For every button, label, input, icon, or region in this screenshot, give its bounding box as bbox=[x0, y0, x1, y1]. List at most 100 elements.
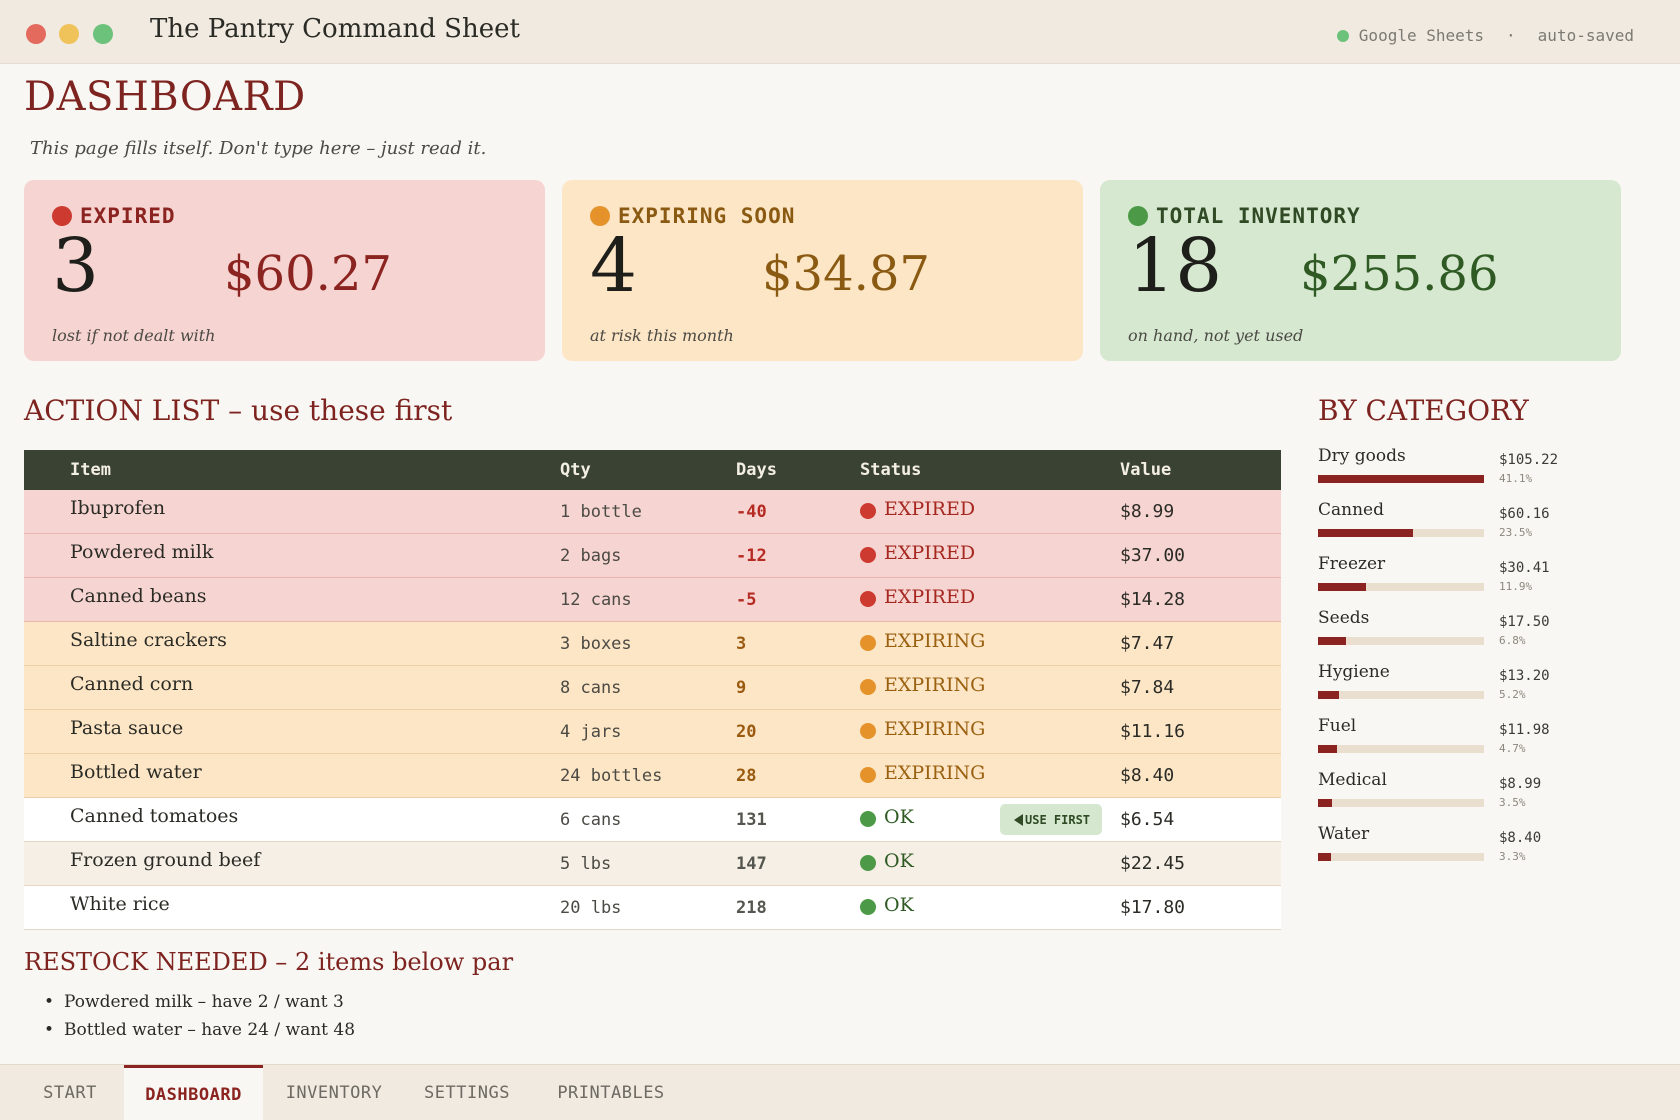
row-item[interactable]: White rice bbox=[70, 893, 170, 915]
header-status[interactable]: Status bbox=[860, 460, 922, 480]
header-item[interactable]: Item bbox=[70, 460, 111, 480]
table-row[interactable]: Canned tomatoes 6 cans 131 OK USE FIRST $6.54 bbox=[24, 798, 1281, 842]
table-row[interactable]: Canned beans 12 cans -5 EXPIRED $14.28 bbox=[24, 578, 1281, 622]
row-qty[interactable]: 4 jars bbox=[560, 722, 622, 742]
table-row[interactable]: Ibuprofen 1 bottle -40 EXPIRED $8.99 bbox=[24, 490, 1281, 534]
category-item: Medical $8.99 3.5% bbox=[1318, 770, 1618, 824]
category-name: Hygiene bbox=[1318, 662, 1390, 682]
row-status[interactable]: EXPIRED bbox=[860, 586, 975, 608]
close-window-button[interactable] bbox=[26, 24, 46, 44]
table-row[interactable]: Bottled water 24 bottles 28 EXPIRING $8.40 bbox=[24, 754, 1281, 798]
row-value[interactable]: $6.54 bbox=[1120, 809, 1175, 830]
category-percent: 23.5% bbox=[1499, 526, 1533, 539]
row-item[interactable]: Pasta sauce bbox=[70, 717, 184, 739]
row-qty[interactable]: 2 bags bbox=[560, 546, 622, 566]
row-qty[interactable]: 20 lbs bbox=[560, 898, 622, 918]
row-status[interactable]: EXPIRING bbox=[860, 762, 985, 784]
category-item: Hygiene $13.20 5.2% bbox=[1318, 662, 1618, 716]
window-title: The Pantry Command Sheet bbox=[150, 14, 520, 44]
category-name: Water bbox=[1318, 824, 1370, 844]
row-days[interactable]: -12 bbox=[736, 546, 767, 566]
row-qty[interactable]: 1 bottle bbox=[560, 502, 642, 522]
row-status-text: EXPIRED bbox=[884, 498, 976, 520]
category-bar bbox=[1318, 745, 1484, 753]
row-item[interactable]: Canned corn bbox=[70, 673, 194, 695]
table-row[interactable]: Canned corn 8 cans 9 EXPIRING $7.84 bbox=[24, 666, 1281, 710]
row-qty[interactable]: 6 cans bbox=[560, 810, 622, 830]
category-value: $8.99 bbox=[1499, 776, 1542, 792]
use-first-badge: USE FIRST bbox=[1000, 804, 1103, 835]
category-value: $17.50 bbox=[1499, 614, 1550, 630]
row-value[interactable]: $22.45 bbox=[1120, 853, 1186, 874]
expired-value: $60.27 bbox=[224, 246, 392, 302]
total-inventory-summary-card: TOTAL INVENTORY 18 $255.86 on hand, not … bbox=[1100, 180, 1621, 361]
row-days[interactable]: 218 bbox=[736, 898, 767, 918]
table-row[interactable]: Powdered milk 2 bags -12 EXPIRED $37.00 bbox=[24, 534, 1281, 578]
tab-printables[interactable]: PRINTABLES bbox=[557, 1083, 665, 1103]
row-item[interactable]: Bottled water bbox=[70, 761, 202, 783]
row-days[interactable]: -5 bbox=[736, 590, 757, 610]
row-qty[interactable]: 3 boxes bbox=[560, 634, 632, 654]
row-status[interactable]: OK bbox=[860, 850, 914, 872]
header-qty[interactable]: Qty bbox=[560, 460, 591, 480]
category-value: $8.40 bbox=[1499, 830, 1542, 846]
row-item[interactable]: Saltine crackers bbox=[70, 629, 227, 651]
row-status[interactable]: EXPIRING bbox=[860, 630, 985, 652]
row-status[interactable]: EXPIRING bbox=[860, 718, 985, 740]
row-item[interactable]: Canned beans bbox=[70, 585, 207, 607]
row-status[interactable]: EXPIRED bbox=[860, 542, 975, 564]
restock-list: Powdered milk – have 2 / want 3Bottled w… bbox=[44, 988, 355, 1044]
tab-inventory[interactable]: INVENTORY bbox=[285, 1083, 383, 1103]
row-value[interactable]: $14.28 bbox=[1120, 589, 1186, 610]
row-status[interactable]: EXPIRING bbox=[860, 674, 985, 696]
row-days[interactable]: 9 bbox=[736, 678, 747, 698]
table-row[interactable]: White rice 20 lbs 218 OK $17.80 bbox=[24, 886, 1281, 930]
table-row[interactable]: Pasta sauce 4 jars 20 EXPIRING $11.16 bbox=[24, 710, 1281, 754]
row-item[interactable]: Canned tomatoes bbox=[70, 805, 239, 827]
row-value[interactable]: $37.00 bbox=[1120, 545, 1186, 566]
row-days[interactable]: 147 bbox=[736, 854, 767, 874]
row-item[interactable]: Ibuprofen bbox=[70, 497, 166, 519]
table-header-row: Item Qty Days Status Value bbox=[24, 450, 1281, 490]
category-bar-fill bbox=[1318, 583, 1366, 591]
tab-settings[interactable]: SETTINGS bbox=[424, 1083, 510, 1103]
row-value[interactable]: $11.16 bbox=[1120, 721, 1186, 742]
header-days[interactable]: Days bbox=[736, 460, 777, 480]
save-status-text: auto-saved bbox=[1537, 26, 1634, 45]
row-item[interactable]: Powdered milk bbox=[70, 541, 214, 563]
row-qty[interactable]: 12 cans bbox=[560, 590, 632, 610]
category-item: Fuel $11.98 4.7% bbox=[1318, 716, 1618, 770]
row-days[interactable]: 131 bbox=[736, 810, 767, 830]
row-status[interactable]: EXPIRED bbox=[860, 498, 975, 520]
table-body: Ibuprofen 1 bottle -40 EXPIRED $8.99 Powdered… bbox=[24, 490, 1281, 930]
maximize-window-button[interactable] bbox=[93, 24, 113, 44]
row-status-text: EXPIRED bbox=[884, 586, 976, 608]
table-row[interactable]: Saltine crackers 3 boxes 3 EXPIRING $7.47 bbox=[24, 622, 1281, 666]
category-bar-fill bbox=[1318, 529, 1413, 537]
category-percent: 3.3% bbox=[1499, 850, 1526, 863]
tab-dashboard[interactable]: DASHBOARD bbox=[124, 1065, 263, 1120]
row-value[interactable]: $8.40 bbox=[1120, 765, 1175, 786]
row-days[interactable]: 20 bbox=[736, 722, 757, 742]
row-status[interactable]: OK bbox=[860, 806, 914, 828]
row-value[interactable]: $7.47 bbox=[1120, 633, 1175, 654]
table-row[interactable]: Frozen ground beef 5 lbs 147 OK $22.45 bbox=[24, 842, 1281, 886]
row-qty[interactable]: 24 bottles bbox=[560, 766, 663, 786]
tab-start[interactable]: START bbox=[43, 1083, 97, 1103]
row-value[interactable]: $17.80 bbox=[1120, 897, 1186, 918]
total-inventory-note: on hand, not yet used bbox=[1128, 326, 1304, 345]
row-item[interactable]: Frozen ground beef bbox=[70, 849, 261, 871]
category-bar bbox=[1318, 691, 1484, 699]
row-value[interactable]: $8.99 bbox=[1120, 501, 1175, 522]
expiring-soon-value: $34.87 bbox=[762, 246, 930, 302]
row-qty[interactable]: 5 lbs bbox=[560, 854, 612, 874]
row-status[interactable]: OK bbox=[860, 894, 914, 916]
header-value[interactable]: Value bbox=[1120, 460, 1172, 480]
row-qty[interactable]: 8 cans bbox=[560, 678, 622, 698]
row-days[interactable]: 3 bbox=[736, 634, 747, 654]
row-days[interactable]: 28 bbox=[736, 766, 757, 786]
row-value[interactable]: $7.84 bbox=[1120, 677, 1175, 698]
row-days[interactable]: -40 bbox=[736, 502, 767, 522]
minimize-window-button[interactable] bbox=[59, 24, 79, 44]
total-inventory-count: 18 bbox=[1128, 223, 1223, 309]
